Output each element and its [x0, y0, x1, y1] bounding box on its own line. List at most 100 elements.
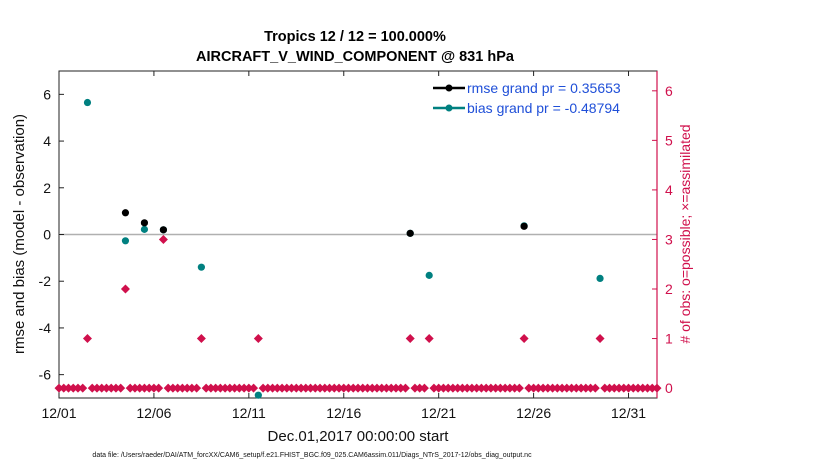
right-tick-label: 2 — [665, 281, 673, 297]
obs-count-zero-marker — [567, 383, 577, 393]
legend-bias-marker — [445, 104, 453, 112]
obs-count-zero-marker — [287, 383, 297, 393]
obs-count-zero-marker — [92, 383, 102, 393]
obs-count-zero-marker — [230, 383, 240, 393]
obs-count-zero-marker — [272, 383, 282, 393]
bias-point — [425, 271, 433, 279]
obs-count-zero-marker — [386, 383, 396, 393]
rmse-point — [121, 209, 130, 217]
obs-count-zero-marker — [325, 383, 335, 393]
obs-count-zero-marker — [135, 383, 145, 393]
obs-count-zero-marker — [296, 383, 306, 393]
obs-count-zero-marker — [306, 383, 316, 393]
x-tick-label: 12/06 — [136, 405, 171, 421]
rmse-point — [140, 219, 149, 227]
obs-count-zero-marker — [339, 383, 349, 393]
obs-count-zero-marker — [481, 383, 491, 393]
obs-count-zero-marker — [538, 383, 548, 393]
obs-count-zero-marker — [429, 383, 439, 393]
bias-point — [596, 274, 604, 283]
y-axis-ticks: -6 -4 -2 0 2 4 6 — [39, 86, 64, 383]
x-tick-label: 12/11 — [232, 405, 266, 421]
right-tick-label: 3 — [665, 231, 673, 247]
obs-count-zero-marker — [73, 383, 83, 393]
obs-count-zero-marker — [600, 383, 610, 393]
bias-point — [83, 98, 92, 107]
obs-count-zero-marker — [491, 383, 501, 393]
obs-count-zero-marker — [367, 383, 377, 393]
obs-count-zero-marker — [116, 383, 126, 393]
x-axis-ticks: 12/01 12/06 12/11 12/16 12/21 12/26 12/31 — [41, 71, 646, 421]
obs-count-zero-marker — [510, 383, 520, 393]
obs-count-zero-marker — [391, 383, 401, 393]
x-tick-label: 12/26 — [516, 405, 551, 421]
obs-count-zero-marker — [177, 383, 187, 393]
obs-count-zero-marker — [614, 383, 624, 393]
obs-count-zero-marker — [106, 383, 116, 393]
obs-count-marker — [519, 334, 529, 344]
y-tick-label: -2 — [39, 273, 52, 289]
y-tick-label: -6 — [39, 367, 52, 383]
y-tick-label: 6 — [43, 86, 51, 102]
obs-count-marker — [253, 334, 263, 344]
obs-count-zero-marker — [543, 383, 553, 393]
obs-count-zero-marker — [315, 383, 325, 393]
obs-count-zero-marker — [182, 383, 192, 393]
legend: rmse grand pr = 0.35653 bias grand pr = … — [433, 80, 621, 116]
obs-count-zero-marker — [638, 383, 648, 393]
obs-count-zero-marker — [353, 383, 363, 393]
obs-count-zero-marker — [334, 383, 344, 393]
rmse-point — [520, 222, 528, 230]
rmse-point — [406, 229, 414, 237]
obs-count-zero-marker — [647, 383, 657, 393]
obs-count-zero-marker — [310, 383, 320, 393]
legend-bias-label: bias grand pr = -0.48794 — [467, 100, 620, 116]
obs-count-zero-marker — [396, 383, 406, 393]
obs-count-zero-marker — [438, 383, 448, 393]
obs-count-zero-marker — [524, 383, 534, 393]
obs-count-zero-marker — [462, 383, 472, 393]
obs-count-zero-marker — [472, 383, 482, 393]
obs-count-zero-marker — [443, 383, 453, 393]
bias-point — [254, 391, 262, 399]
chart-title: Tropics 12 / 12 = 100.000% — [264, 29, 446, 45]
y-tick-label: 2 — [43, 180, 51, 196]
obs-count-zero-marker — [139, 383, 149, 393]
footnote: data file: /Users/raeder/DAI/ATM_forcXX/… — [92, 452, 532, 459]
obs-count-zero-marker — [362, 383, 372, 393]
right-tick-label: 0 — [665, 380, 673, 396]
obs-count-zero-marker — [329, 383, 339, 393]
obs-count-zero-marker — [434, 383, 444, 393]
x-tick-label: 12/21 — [421, 405, 456, 421]
obs-count-zero-marker — [619, 383, 629, 393]
obs-count-marker — [120, 284, 130, 294]
obs-count-zero-marker — [495, 383, 505, 393]
obs-count-zero-marker — [476, 383, 486, 393]
obs-count-zero-marker — [54, 383, 64, 393]
obs-count-zero-marker — [244, 383, 254, 393]
obs-count-zero-marker — [590, 383, 600, 393]
obs-count-zero-marker — [249, 383, 259, 393]
obs-count-zero-marker — [372, 383, 382, 393]
obs-count-zero-marker — [377, 383, 387, 393]
obs-count-zero-marker — [173, 383, 183, 393]
obs-count-zero-marker — [410, 383, 420, 393]
rmse-point — [159, 226, 168, 234]
obs-count-zero-marker — [211, 383, 221, 393]
obs-count-zero-marker — [154, 383, 164, 393]
obs-count-zero-marker — [239, 383, 249, 393]
y-tick-label: 0 — [43, 227, 51, 243]
obs-count-zero-marker — [168, 383, 178, 393]
obs-count-marker — [196, 334, 206, 344]
x-tick-label: 12/31 — [611, 405, 646, 421]
right-tick-label: 1 — [665, 331, 673, 347]
y-tick-label: 4 — [43, 133, 51, 149]
obs-count-zero-marker — [505, 383, 515, 393]
obs-count-zero-marker — [467, 383, 477, 393]
obs-count-zero-marker — [192, 383, 202, 393]
obs-count-zero-marker — [130, 383, 140, 393]
obs-count-zero-marker — [263, 383, 273, 393]
obs-count-marker — [82, 334, 92, 344]
obs-count-zero-marker — [268, 383, 278, 393]
obs-count-zero-marker — [605, 383, 615, 393]
